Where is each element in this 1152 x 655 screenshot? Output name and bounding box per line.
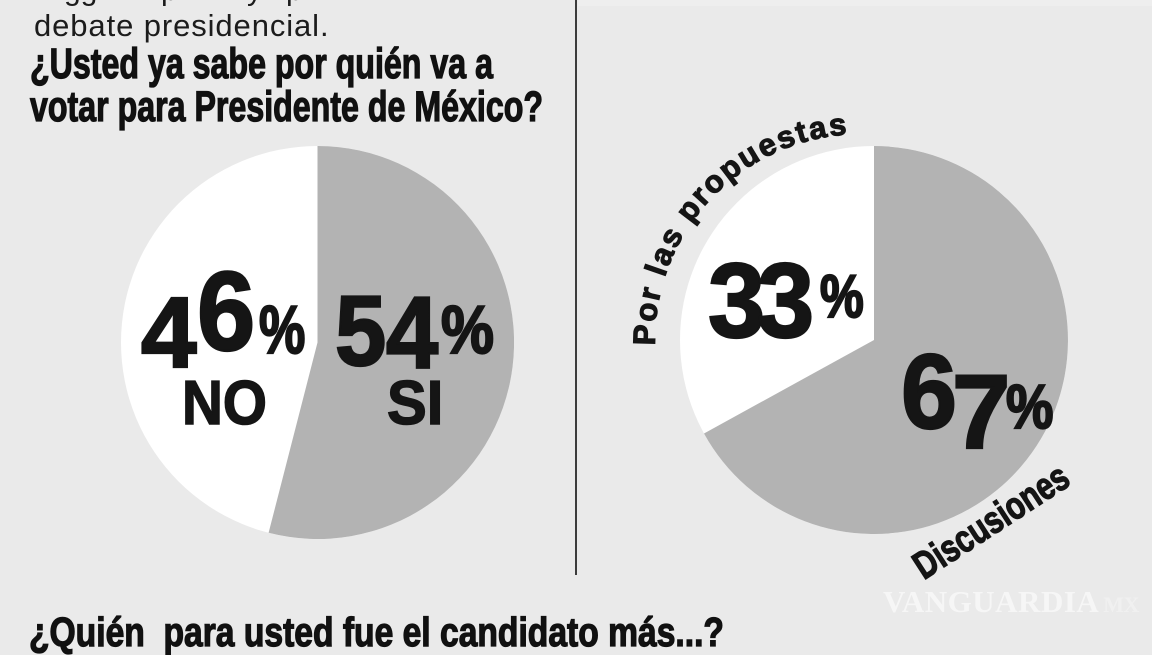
svg-text:Por las propuestas: Por las propuestas <box>627 106 850 345</box>
